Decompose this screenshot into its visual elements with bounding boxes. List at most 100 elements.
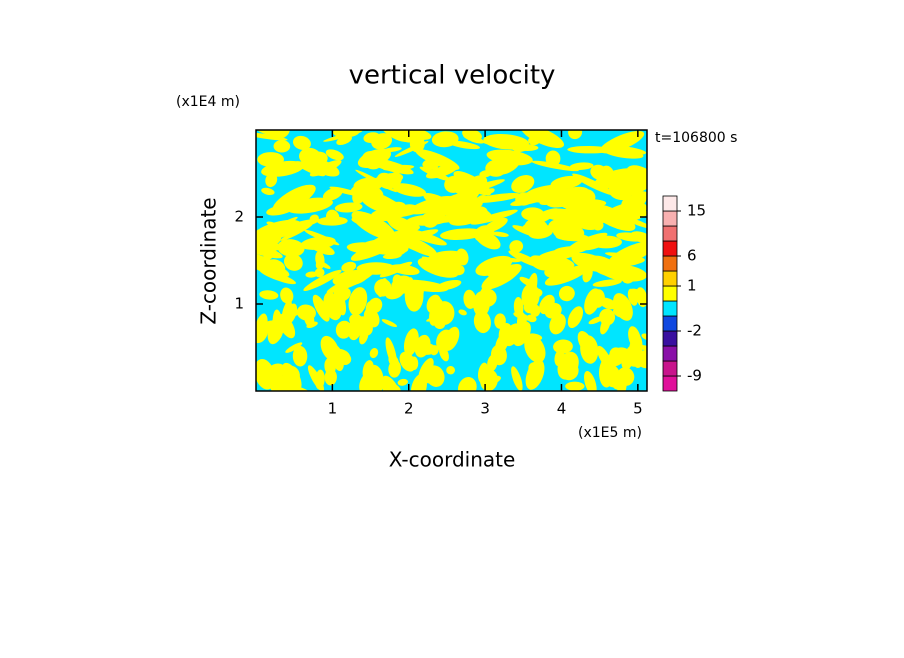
contour-fill xyxy=(542,211,573,222)
contour-fill xyxy=(584,370,597,391)
contour-fill xyxy=(368,297,383,314)
contour-fill xyxy=(529,255,551,271)
contour-fill xyxy=(351,217,378,228)
contour-fill xyxy=(381,375,401,391)
contour-fill xyxy=(359,370,379,391)
contour-fill xyxy=(604,252,645,261)
contour-fill xyxy=(292,135,311,150)
contour-fill xyxy=(312,294,330,322)
contour-fill xyxy=(417,257,459,278)
colorbar-segment xyxy=(662,360,678,377)
chart-title: vertical velocity xyxy=(349,61,556,91)
contour-fill xyxy=(434,301,455,325)
contour-fill xyxy=(256,131,288,141)
contour-fill xyxy=(554,195,591,213)
contour-fill xyxy=(398,234,438,257)
contour-fill xyxy=(292,345,308,367)
contour-fill xyxy=(477,288,497,308)
contour-fill xyxy=(424,162,440,171)
contour-fill xyxy=(334,202,363,213)
contour-fill xyxy=(625,345,644,367)
contour-fill xyxy=(482,375,501,386)
colorbar-tick-label: 6 xyxy=(687,247,697,265)
contour-fill xyxy=(529,135,542,146)
contour-fill xyxy=(388,354,399,368)
colorbar-segment xyxy=(662,375,678,392)
contour-fill xyxy=(498,322,514,347)
contour-fill xyxy=(397,378,408,386)
contour-fill xyxy=(464,181,480,200)
contour-fill xyxy=(582,266,593,283)
x-tick-label: 1 xyxy=(328,400,338,418)
contour-fill xyxy=(463,289,477,309)
contour-fill xyxy=(514,144,534,153)
contour-fill xyxy=(365,157,414,175)
contour-fill xyxy=(280,223,313,241)
contour-fill xyxy=(403,204,423,214)
contour-fill xyxy=(299,147,322,166)
contour-fill xyxy=(322,187,343,201)
contour-fill xyxy=(336,135,352,146)
contour-fill xyxy=(458,309,467,316)
colorbar-segment xyxy=(662,315,678,332)
contour-fill xyxy=(324,369,337,386)
contour-fill xyxy=(473,310,491,334)
contour-fill xyxy=(568,130,583,140)
contour-fill xyxy=(616,367,635,386)
contour-fill xyxy=(307,365,325,391)
contour-fill xyxy=(532,223,553,230)
contour-fill xyxy=(285,386,296,391)
contour-fill xyxy=(512,321,531,347)
colorbar-tick-label: -9 xyxy=(687,367,702,385)
contour-fill xyxy=(611,347,631,362)
colorbar-segment xyxy=(662,255,678,272)
contour-fill xyxy=(600,264,647,282)
colorbar-segment xyxy=(662,345,678,362)
x-tick-label: 3 xyxy=(480,400,490,418)
contour-fill xyxy=(256,239,283,259)
colorbar-segment xyxy=(662,225,678,242)
contour-fill xyxy=(325,209,340,226)
contour-fill xyxy=(592,279,622,287)
contour-fill xyxy=(371,133,393,150)
colorbar-segment xyxy=(662,285,678,302)
contour-fill xyxy=(446,365,456,375)
contour-fill xyxy=(539,294,555,315)
contour-field xyxy=(256,130,647,391)
contour-fill xyxy=(550,175,583,190)
contour-fill xyxy=(526,341,544,360)
contour-fill xyxy=(316,260,331,269)
contour-fill xyxy=(483,217,508,233)
contour-fill xyxy=(544,265,589,286)
contour-fill xyxy=(458,377,477,391)
contour-fill xyxy=(333,288,347,316)
y-unit: (x1E4 m) xyxy=(176,94,240,110)
contour-fill xyxy=(577,330,593,354)
contour-fill xyxy=(544,263,570,278)
contour-fill xyxy=(386,218,411,229)
plot-frame xyxy=(255,129,648,392)
contour-fill xyxy=(528,362,539,374)
contour-fill xyxy=(326,271,374,294)
contour-fill xyxy=(389,172,402,186)
contour-fill xyxy=(558,285,575,302)
contour-fill xyxy=(613,307,626,318)
contour-fill xyxy=(283,253,303,271)
contour-fill xyxy=(456,248,469,266)
contour-fill xyxy=(511,175,535,193)
contour-fill xyxy=(273,218,321,233)
contour-fill xyxy=(513,297,524,318)
y-axis-label: Z-coordinate xyxy=(197,197,221,324)
contour-fill xyxy=(419,166,452,182)
contour-fill xyxy=(549,313,566,335)
contour-fill xyxy=(481,264,522,290)
contour-fill xyxy=(602,373,615,380)
colorbar-segment xyxy=(662,270,678,287)
contour-fill xyxy=(587,240,600,247)
contour-fill xyxy=(479,170,492,178)
contour-fill xyxy=(257,152,284,167)
contour-fill xyxy=(381,319,398,328)
contour-fill xyxy=(369,348,379,359)
contour-fill xyxy=(347,316,363,341)
contour-fill xyxy=(256,358,276,390)
